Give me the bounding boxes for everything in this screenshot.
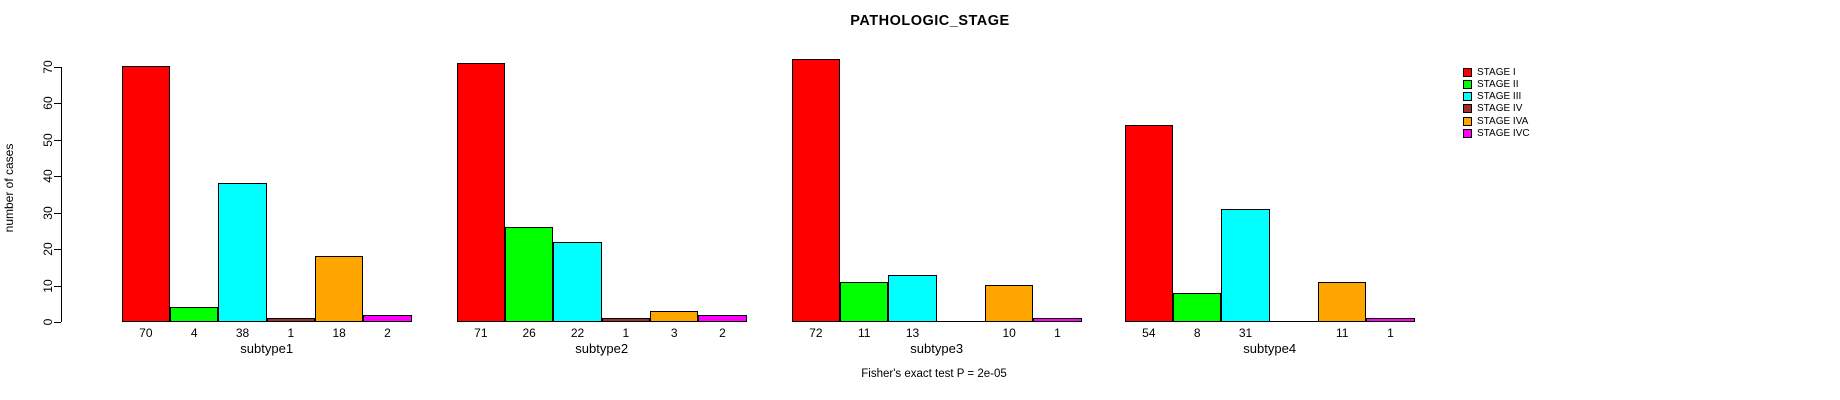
bar-value-label: 1 [622,326,630,340]
y-axis-line [61,66,62,322]
y-axis-tick-label: 70 [41,59,55,74]
y-axis-tick [54,285,61,287]
legend-swatch-stage-ivc [1463,129,1472,138]
legend-label: STAGE IVC [1477,128,1530,139]
bar-subtype2-stage-iv [601,318,651,322]
y-axis-tick-label: 50 [41,132,55,147]
bar-subtype4-stage-ii [1173,293,1222,322]
bar-value-label: 13 [905,326,920,340]
y-axis-tick [54,212,61,214]
y-axis-tick [54,103,61,104]
legend-swatch-stage-i [1463,67,1472,77]
bar-subtype4-stage-ivc [1366,318,1415,322]
bar-subtype1-stage-iva [315,256,364,322]
legend-swatch-stage-iii [1463,92,1472,102]
chart-title: PATHOLOGIC_STAGE [850,13,1010,29]
y-axis-tick [54,139,61,141]
y-axis-tick [54,322,61,323]
bar-subtype4-stage-iii [1221,209,1270,322]
bar-value-label: 3 [670,326,678,340]
bar-value-label: 1 [1054,326,1061,340]
bar-subtype3-stage-iii [888,275,937,322]
bar-subtype3-stage-i [791,59,841,322]
bar-value-label: 11 [857,326,871,340]
bar-subtype4-stage-iva [1318,282,1367,322]
bar-value-label: 71 [474,326,488,340]
bar-value-label: 4 [190,326,198,340]
bar-subtype2-stage-iii [553,242,602,322]
legend-swatch-stage-ii [1463,79,1472,89]
bar-value-label: 8 [1193,326,1201,340]
y-axis-tick-label: 60 [41,96,55,110]
legend-item-stage-iv: STAGE IV [1463,103,1522,115]
bar-subtype1-stage-i [121,66,171,322]
bar-subtype2-stage-ivc [698,315,747,322]
legend-label: STAGE IV [1477,103,1523,115]
bar-value-label: 22 [570,326,585,340]
legend-swatch-stage-iv [1463,104,1472,114]
y-axis-tick-label: 10 [41,278,55,293]
bar-subtype2-stage-iva [650,311,699,322]
bar-value-label: 38 [235,326,250,340]
bar-value-label: 70 [139,326,153,340]
bar-value-label: 2 [384,326,391,340]
legend-item-stage-ivc: STAGE IVC [1463,128,1530,140]
bar-subtype2-stage-ii [505,227,554,322]
legend-label: STAGE II [1477,78,1519,90]
bar-value-label: 10 [1002,326,1016,340]
group-label-subtype2: subtype2 [575,341,629,356]
legend-label: STAGE III [1477,91,1522,103]
legend-item-stage-ii: STAGE II [1463,78,1519,90]
legend-swatch-stage-iva [1463,116,1472,126]
legend-item-stage-iii: STAGE III [1463,91,1521,103]
bar-value-label: 2 [719,326,726,340]
y-axis-tick [54,66,61,68]
bar-value-label: 11 [1335,326,1349,340]
bar-subtype4-stage-i [1124,125,1174,322]
bar-subtype3-stage-ii [840,282,889,322]
bar-value-label: 18 [332,326,346,340]
legend-label: STAGE I [1477,66,1516,78]
bar-value-label: 72 [809,326,823,340]
y-axis-tick [54,249,61,250]
bar-value-label: 1 [1387,326,1394,340]
bar-subtype2-stage-i [456,63,506,322]
bar-subtype1-stage-ivc [363,315,412,322]
legend-item-stage-iva: STAGE IVA [1463,115,1528,127]
fisher-test-annotation: Fisher's exact test P = 2e-05 [861,368,1007,380]
bar-subtype3-stage-ivc [1033,318,1082,322]
y-axis-tick-label: 20 [41,242,55,256]
y-axis-tick-label: 40 [41,169,55,183]
y-axis-tick-label: 0 [41,318,55,326]
bar-subtype1-stage-ii [170,307,219,322]
y-axis-tick-label: 30 [41,205,55,220]
bar-value-label: 26 [522,326,536,340]
bar-subtype1-stage-iv [266,318,316,322]
bar-value-label: 31 [1238,326,1253,340]
legend-item-stage-i: STAGE I [1463,66,1516,78]
group-label-subtype1: subtype1 [240,341,294,356]
bar-subtype3-stage-iva [985,285,1034,322]
group-label-subtype3: subtype3 [910,341,964,356]
bar-value-label: 1 [287,326,295,340]
legend-label: STAGE IVA [1477,115,1529,127]
bar-value-label: 54 [1142,326,1156,340]
group-label-subtype4: subtype4 [1243,341,1297,356]
bar-subtype1-stage-iii [218,183,267,322]
y-axis-tick [54,176,61,177]
